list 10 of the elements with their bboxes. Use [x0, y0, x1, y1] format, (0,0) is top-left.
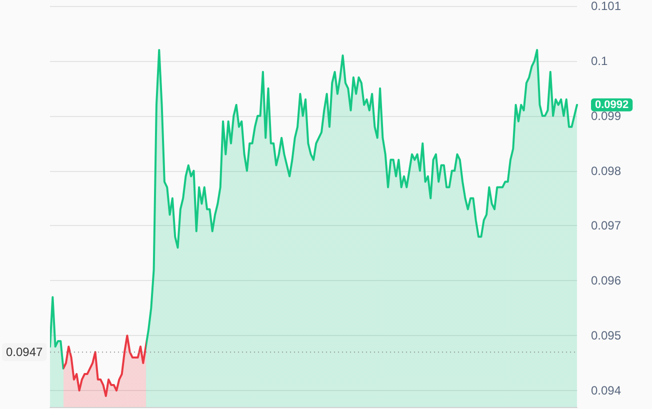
y-tick-label: 0.097: [591, 218, 622, 233]
y-tick-label: 0.094: [591, 384, 622, 398]
y-tick-label: 0.096: [591, 274, 622, 288]
y-tick-label: 0.098: [591, 164, 622, 178]
text: 0.0992: [595, 98, 629, 111]
y-tick-label: 0.1: [591, 54, 608, 68]
y-tick-label: 0.101: [591, 0, 622, 13]
y-tick-label: 0.099: [591, 108, 622, 123]
ref-line-label: 0.0947: [6, 345, 44, 360]
y-tick-label: 0.095: [591, 328, 622, 343]
